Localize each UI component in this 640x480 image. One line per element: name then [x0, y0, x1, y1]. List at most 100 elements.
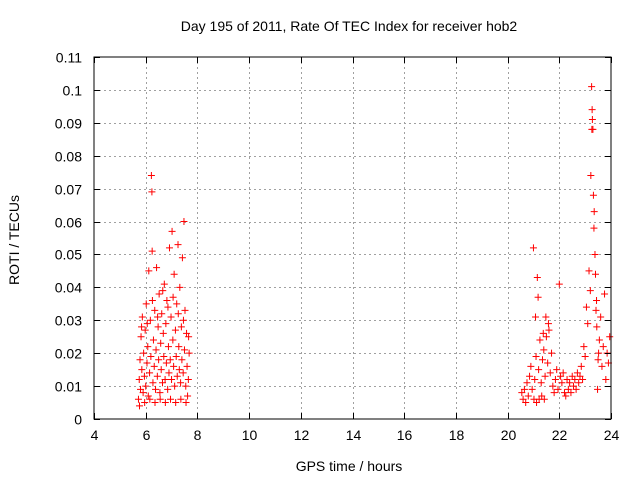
- data-point: [575, 379, 583, 387]
- data-point: [161, 376, 169, 384]
- data-point: [139, 389, 147, 397]
- data-point: [529, 244, 537, 252]
- data-point: [541, 372, 549, 380]
- data-point: [147, 352, 155, 360]
- data-point: [586, 287, 594, 295]
- data-point: [177, 395, 185, 403]
- data-point: [144, 343, 152, 351]
- data-point: [184, 376, 192, 384]
- data-point: [589, 191, 597, 199]
- data-point: [144, 392, 152, 400]
- data-point: [560, 389, 568, 397]
- data-point: [148, 297, 156, 305]
- data-point: [536, 336, 544, 344]
- data-point: [590, 224, 598, 232]
- data-point: [593, 323, 601, 331]
- data-point: [177, 323, 185, 331]
- data-point: [137, 333, 145, 341]
- data-point: [531, 376, 539, 384]
- data-point: [176, 283, 184, 291]
- data-point: [548, 349, 556, 357]
- y-tick-label: 0.06: [55, 215, 82, 231]
- data-point: [172, 352, 180, 360]
- data-point: [544, 320, 552, 328]
- data-point: [545, 326, 553, 334]
- data-point: [588, 125, 596, 133]
- data-point: [168, 376, 176, 384]
- data-point: [161, 399, 169, 407]
- data-point: [182, 399, 190, 407]
- data-point: [156, 389, 164, 397]
- data-point: [532, 313, 540, 321]
- y-tick-label: 0.02: [55, 346, 82, 362]
- data-point: [182, 382, 190, 390]
- data-point: [159, 287, 167, 295]
- data-point: [140, 349, 148, 357]
- data-point: [527, 362, 535, 370]
- data-point: [173, 372, 181, 380]
- data-point: [147, 171, 155, 179]
- data-point: [157, 366, 165, 374]
- data-point: [164, 385, 172, 393]
- data-point: [160, 280, 168, 288]
- data-point: [523, 379, 531, 387]
- y-axis-label: ROTI / TECUs: [6, 195, 22, 285]
- data-point: [585, 267, 593, 275]
- data-point: [179, 369, 187, 377]
- data-point: [174, 310, 182, 318]
- data-point: [526, 372, 534, 380]
- data-point: [177, 379, 185, 387]
- data-point: [542, 313, 550, 321]
- x-tick-label: 20: [501, 427, 517, 443]
- y-tick-label: 0.1: [63, 83, 83, 99]
- data-point: [597, 313, 605, 321]
- data-point: [546, 369, 554, 377]
- data-point: [581, 352, 589, 360]
- data-point: [591, 270, 599, 278]
- data-point: [594, 356, 602, 364]
- data-point: [551, 376, 559, 384]
- data-point: [590, 208, 598, 216]
- data-point: [151, 306, 159, 314]
- data-point: [169, 336, 177, 344]
- data-point: [549, 382, 557, 390]
- data-point: [554, 385, 562, 393]
- data-point: [165, 369, 173, 377]
- data-point: [562, 392, 570, 400]
- data-point: [588, 116, 596, 124]
- data-point: [175, 366, 183, 374]
- data-point: [599, 343, 607, 351]
- data-point: [136, 356, 144, 364]
- data-point: [559, 369, 567, 377]
- x-axis-label: GPS time / hours: [296, 458, 403, 474]
- data-point: [587, 171, 595, 179]
- data-point: [156, 395, 164, 403]
- data-point: [173, 300, 181, 308]
- data-point: [150, 362, 158, 370]
- plot-frame: [93, 56, 612, 420]
- data-point: [138, 323, 146, 331]
- data-point: [588, 106, 596, 114]
- data-point: [588, 83, 596, 91]
- data-point: [169, 293, 177, 301]
- data-point: [185, 333, 193, 341]
- data-point: [151, 399, 159, 407]
- data-point: [148, 247, 156, 255]
- data-point: [540, 395, 548, 403]
- data-point: [162, 359, 170, 367]
- data-point: [152, 346, 160, 354]
- data-point: [138, 366, 146, 374]
- data-point: [134, 395, 142, 403]
- y-tick-label: 0.04: [55, 280, 82, 296]
- data-point: [571, 376, 579, 384]
- data-point: [143, 359, 151, 367]
- data-point: [174, 241, 182, 249]
- data-point: [594, 385, 602, 393]
- data-point: [148, 188, 156, 196]
- data-point: [181, 306, 189, 314]
- chart-title: Day 195 of 2011, Rate Of TEC Index for r…: [181, 18, 518, 34]
- x-tick-label: 6: [143, 427, 151, 443]
- data-point: [162, 320, 170, 328]
- data-point: [171, 326, 179, 334]
